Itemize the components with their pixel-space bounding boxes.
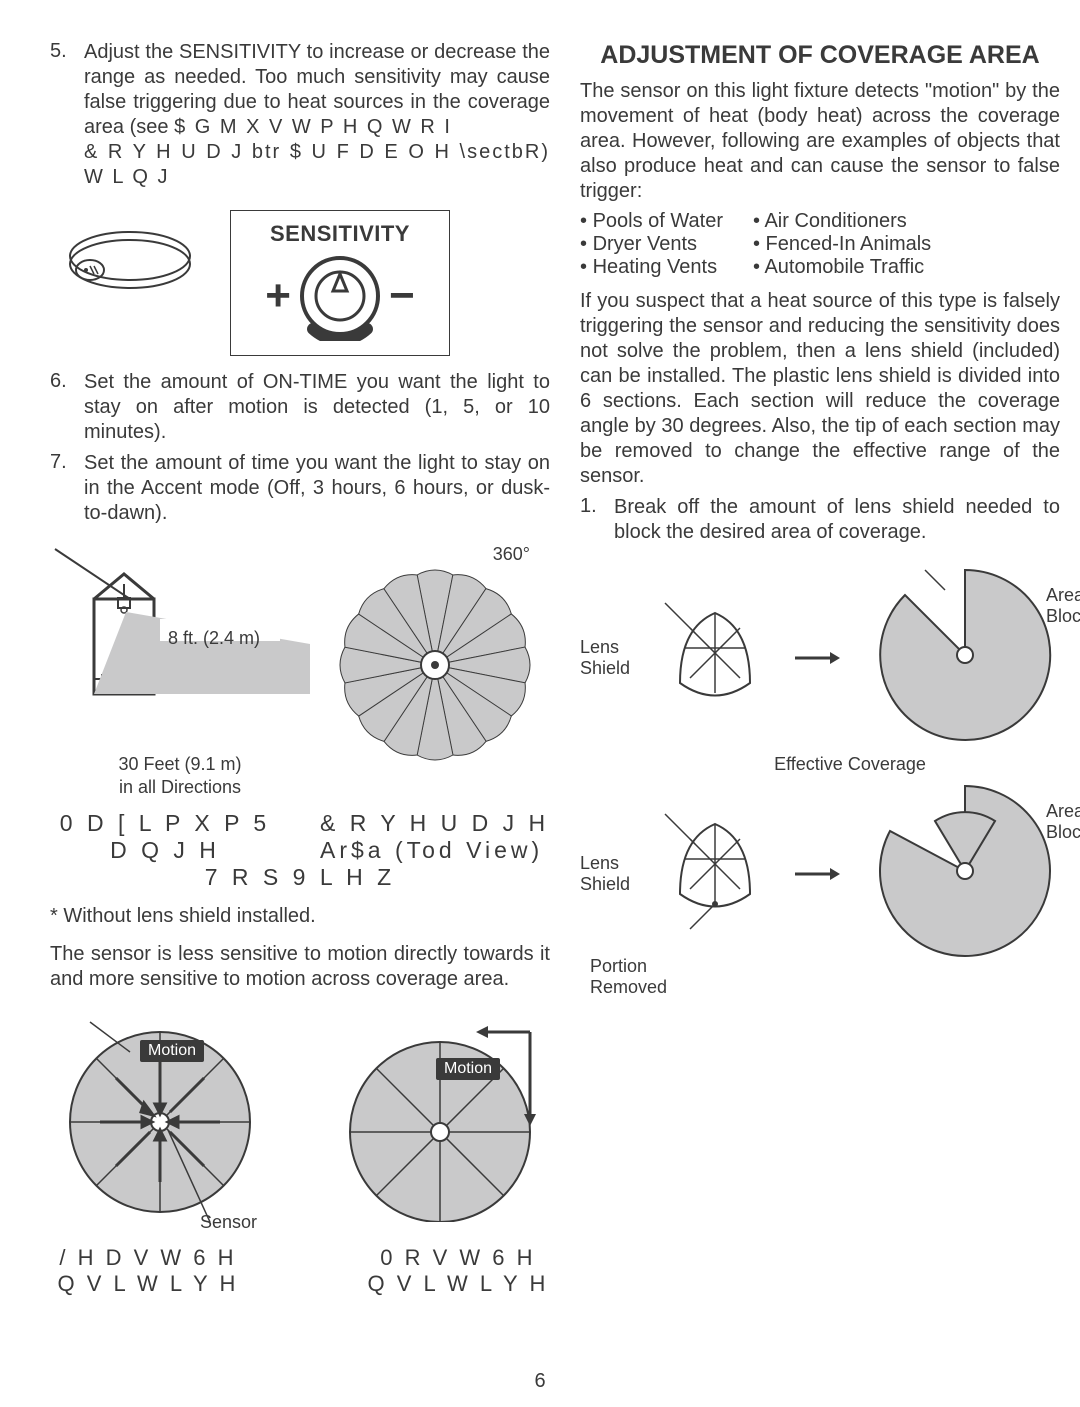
sensitivity-label: SENSITIVITY [243, 221, 437, 247]
sensitivity-labels-row: / H D V W 6 H Q V L W L Y H 0 R V W 6 H … [50, 1233, 550, 1297]
step-5-garble1: $ G M X V W P H Q W R I [174, 116, 452, 138]
main-columns: 5. Adjust the SENSITIVITY to increase or… [50, 40, 1030, 1297]
top-view-label: 7 R S 9 L H Z [50, 864, 550, 891]
deg-360-label: 360° [330, 544, 540, 565]
page-number: 6 [0, 1370, 1080, 1393]
coverage-step-1: 1. Break off the amount of lens shield n… [580, 495, 1060, 545]
step-7: 7. Set the amount of time you want the l… [50, 451, 550, 526]
motion-row: Motion Sensor [50, 1012, 550, 1227]
lens-shield-icon-2 [660, 809, 770, 939]
heat-sources-left: Pools of Water Dryer Vents Heating Vents [580, 210, 723, 279]
without-lens-note: * Without lens shield installed. [50, 905, 550, 928]
ceiling-sensor-icon [50, 196, 210, 336]
heat-sources-right: Air Conditioners Fenced-In Animals Autom… [753, 210, 931, 279]
most-sensitive-panel: Motion [330, 1012, 550, 1227]
motion-label-2: Motion [436, 1058, 500, 1080]
sensor-label: Sensor [200, 1212, 257, 1233]
sensitivity-dial-row: + − [243, 251, 437, 341]
sensitivity-box: SENSITIVITY + − [230, 210, 450, 356]
pac-panel-2: Area Blocked [870, 781, 1060, 966]
arrow-right-icon-2 [790, 854, 850, 894]
lens-shield-para: If you suspect that a heat source of thi… [580, 289, 1060, 489]
bullet-animals: Fenced-In Animals [753, 233, 931, 256]
pacman-icon-1 [870, 565, 1060, 745]
right-column: ADJUSTMENT OF COVERAGE AREA The sensor o… [580, 40, 1060, 1297]
lens-shield-label-2: Lens Shield [580, 853, 640, 895]
most-sensitive-icon [330, 1012, 550, 1222]
sensitivity-row: SENSITIVITY + − [50, 196, 550, 370]
step-6: 6. Set the amount of ON-TIME you want th… [50, 370, 550, 445]
heat-sources-list: Pools of Water Dryer Vents Heating Vents… [580, 210, 1060, 279]
lens-shield-label-1: Lens Shield [580, 637, 640, 679]
most-sensitive-label: 0 R V W 6 H Q V L W L Y H [366, 1245, 550, 1297]
max-range-label: 0 D [ L P X P 5 D Q J H [50, 810, 280, 864]
lens-row-1: Lens Shield Area Blocked [580, 565, 1060, 750]
bullet-dryer: Dryer Vents [580, 233, 723, 256]
area-blocked-2: Area Blocked [1046, 801, 1080, 843]
dial-icon [295, 251, 385, 341]
coverage-step-1-text: Break off the amount of lens shield need… [614, 495, 1060, 545]
bullet-traffic: Automobile Traffic [753, 256, 931, 279]
fan-panel: 360° [330, 544, 540, 770]
arrow-right-icon [790, 638, 850, 678]
plus-icon: + [265, 271, 291, 321]
lens-row-2: Lens Shield [580, 781, 1060, 966]
coverage-fan-icon [330, 565, 540, 765]
pacman-icon-2 [870, 781, 1060, 961]
effective-coverage-label: Effective Coverage [640, 754, 1060, 775]
step-6-text: Set the amount of ON-TIME you want the l… [84, 370, 550, 445]
step-5: 5. Adjust the SENSITIVITY to increase or… [50, 40, 550, 190]
step-5-text: Adjust the SENSITIVITY to increase or de… [84, 40, 550, 190]
range-row: 8 ft. (2.4 m) 30 Feet (9.1 m) in all Dir… [50, 544, 550, 798]
bullet-heating: Heating Vents [580, 256, 723, 279]
step-5-num: 5. [50, 40, 84, 190]
bullet-ac: Air Conditioners [753, 210, 931, 233]
minus-icon: − [389, 271, 415, 321]
step-7-text: Set the amount of time you want the ligh… [84, 451, 550, 526]
house-panel: 8 ft. (2.4 m) 30 Feet (9.1 m) in all Dir… [50, 544, 310, 798]
coverage-intro: The sensor on this light fixture detects… [580, 79, 1060, 204]
eight-ft-label: 8 ft. (2.4 m) [168, 628, 260, 649]
pac-panel-1: Area Blocked [870, 565, 1060, 750]
coverage-step-1-num: 1. [580, 495, 614, 545]
step-6-num: 6. [50, 370, 84, 445]
least-sensitive-label: / H D V W 6 H Q V L W L Y H [50, 1245, 246, 1297]
least-sensitive-panel: Motion Sensor [50, 1012, 270, 1227]
bullet-pools: Pools of Water [580, 210, 723, 233]
area-blocked-1: Area Blocked [1046, 585, 1080, 627]
motion-label-1: Motion [140, 1040, 204, 1062]
thirty-ft-label: 30 Feet (9.1 m) in all Directions [50, 753, 310, 798]
coverage-heading: ADJUSTMENT OF COVERAGE AREA [580, 40, 1060, 71]
step-5-garble2: & R Y H U D J btr $ U F D E O H \sectbR)… [84, 141, 550, 188]
sensor-sensitivity-para: The sensor is less sensitive to motion d… [50, 942, 550, 992]
spaced-labels-row: 0 D [ L P X P 5 D Q J H & R Y H U D J H … [50, 798, 550, 864]
step-7-num: 7. [50, 451, 84, 526]
left-column: 5. Adjust the SENSITIVITY to increase or… [50, 40, 550, 1297]
cov-area-garble: & R Y H U D J H Ar$a (Tod View) [320, 810, 550, 864]
lens-shield-icon-1 [660, 598, 770, 718]
